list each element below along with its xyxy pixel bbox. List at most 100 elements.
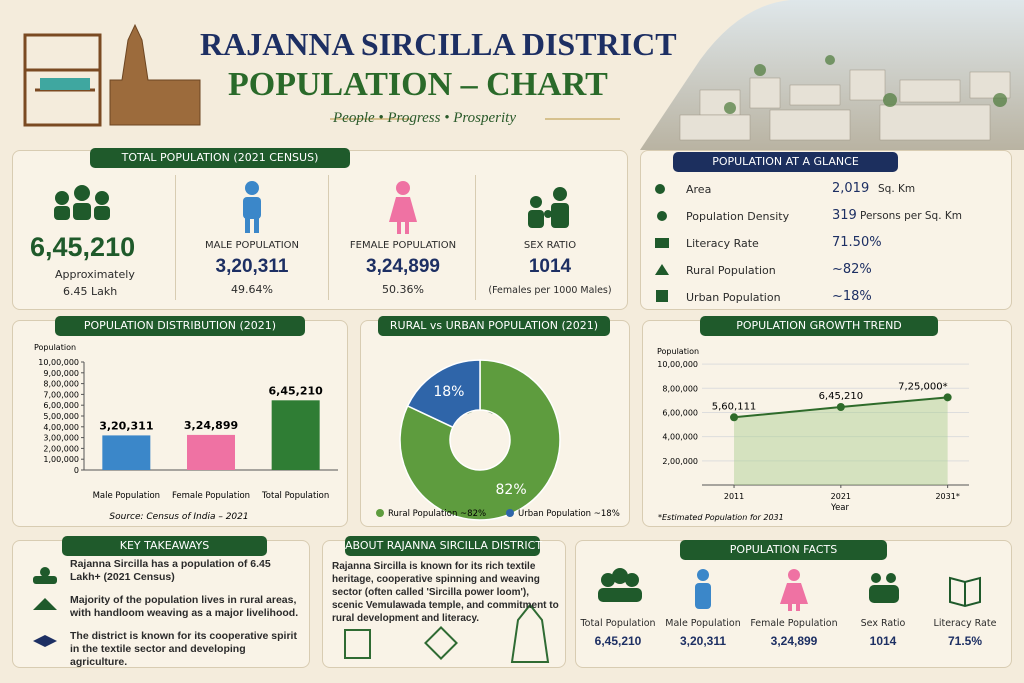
source: Source: Census of India – 2021 xyxy=(109,512,248,522)
takeaways-panel xyxy=(12,540,310,668)
pie-slice xyxy=(399,359,561,521)
fact-label: Literacy Rate xyxy=(933,618,997,629)
value-label: 6,45,210 xyxy=(819,391,864,402)
y-tick-label: 5,00,000 xyxy=(43,412,79,421)
x-tick-label: 2031* xyxy=(935,492,959,501)
fact-value: 3,20,311 xyxy=(679,634,727,648)
takeaway: Majority of the population lives in rura… xyxy=(70,594,299,619)
x-tick-label: 2011 xyxy=(724,492,744,501)
section-title: KEY TAKEAWAYS xyxy=(62,536,267,556)
value-label: 6,45,210 xyxy=(269,384,324,397)
section-title: ABOUT RAJANNA SIRCILLA DISTRICT xyxy=(345,536,542,556)
sex-ratio-note: (Females per 1000 Males) xyxy=(488,285,612,296)
value-label: 7,25,000* xyxy=(898,381,948,392)
glance-value: 2,019 xyxy=(832,181,870,196)
divider xyxy=(328,175,329,300)
title: RAJANNA SIRCILLA DISTRICT xyxy=(200,26,677,62)
note: *Estimated Population for 2031 xyxy=(658,513,784,522)
value-label: 3,24,899 xyxy=(184,419,238,432)
facts-panel xyxy=(575,540,1012,668)
total-panel xyxy=(12,150,628,310)
legend-swatch xyxy=(506,509,514,517)
y-tick-label: 10,00,000 xyxy=(657,360,698,369)
total-note2: 6.45 Lakh xyxy=(63,285,118,298)
bar xyxy=(187,434,235,470)
fact-value: 1014 xyxy=(869,634,897,648)
section-title: RURAL vs URBAN POPULATION (2021) xyxy=(378,316,610,336)
y-tick-label: 4,00,000 xyxy=(43,423,79,432)
glance-unit: Sq. Km xyxy=(878,183,916,195)
y-tick-label: 0 xyxy=(74,466,79,475)
y-tick-label: 7,00,000 xyxy=(43,390,79,399)
fact-label: Male Population xyxy=(665,618,741,629)
legend-label: Urban Population ~18% xyxy=(518,509,620,519)
fact-label: Total Population xyxy=(580,618,656,629)
total-note: Approximately xyxy=(55,268,135,281)
female-label: FEMALE POPULATION xyxy=(349,240,457,251)
section-title: POPULATION AT A GLANCE xyxy=(673,152,898,172)
bar xyxy=(102,435,151,470)
section-title: TOTAL POPULATION (2021 CENSUS) xyxy=(90,148,350,168)
y-tick-label: 10,00,000 xyxy=(38,358,79,367)
takeaway: Rajanna Sircilla has a population of 6.4… xyxy=(70,558,271,583)
header-art xyxy=(23,0,1024,150)
female-share: 50.36% xyxy=(382,283,424,296)
pie-slice xyxy=(406,359,481,429)
point xyxy=(836,402,845,411)
glance-value: ~82% xyxy=(832,262,872,277)
subtitle: POPULATION – CHART xyxy=(228,66,608,103)
fact-label: Sex Ratio xyxy=(860,618,906,629)
glance-value: 319 xyxy=(832,208,857,223)
male-share: 49.64% xyxy=(231,283,273,296)
y-tick-label: 4,00,000 xyxy=(662,433,698,442)
area xyxy=(734,397,948,485)
y-tick-label: 2,00,000 xyxy=(662,457,698,466)
glance-label: Urban Population xyxy=(686,291,781,304)
glance-value: 71.50% xyxy=(832,235,882,250)
sex-ratio-value: 1014 xyxy=(528,256,572,277)
y-tick-label: 6,00,000 xyxy=(43,401,79,410)
divider xyxy=(175,175,176,300)
value-label: 18% xyxy=(433,384,464,400)
legend-swatch xyxy=(376,509,384,517)
y-tick-label: 6,00,000 xyxy=(662,408,698,417)
y-tick-label: 8,00,000 xyxy=(662,384,698,393)
glance-label: Population Density xyxy=(686,210,790,223)
point xyxy=(943,393,952,402)
y-tick-label: 8,00,000 xyxy=(43,380,79,389)
fact-value: 6,45,210 xyxy=(594,634,642,648)
fact-value: 3,24,899 xyxy=(770,634,818,648)
glance-unit: Persons per Sq. Km xyxy=(860,210,962,222)
male-value: 3,20,311 xyxy=(215,256,289,277)
section-title: POPULATION DISTRIBUTION (2021) xyxy=(55,316,305,336)
value-label: 5,60,111 xyxy=(712,401,757,412)
donut-hole xyxy=(451,411,509,469)
legend-label: Rural Population ~82% xyxy=(388,509,486,519)
point xyxy=(730,413,739,422)
x-tick-label: Male Population xyxy=(93,491,161,501)
glance-label: Literacy Rate xyxy=(686,237,759,250)
x-tick-label: Female Population xyxy=(172,491,250,501)
fact-label: Female Population xyxy=(750,618,838,629)
glance-label: Area xyxy=(686,183,712,196)
fact-value: 71.5% xyxy=(947,634,983,648)
glance-value: ~18% xyxy=(832,289,872,304)
tagline: People • Progress • Prosperity xyxy=(333,110,516,126)
y-tick-label: 2,00,000 xyxy=(43,444,79,453)
sex-ratio-label: SEX RATIO xyxy=(523,240,577,251)
chart: Population 2,00,000 4,00,000 6,00,000 8,00,0… xyxy=(657,347,969,522)
y-axis-label: Population xyxy=(657,347,699,356)
total-value: 6,45,210 xyxy=(30,232,136,262)
x-tick-label: Total Population xyxy=(261,491,329,501)
line-panel xyxy=(642,320,1012,527)
section-title: POPULATION GROWTH TREND xyxy=(700,316,938,336)
divider xyxy=(475,175,476,300)
female-value: 3,24,899 xyxy=(366,256,440,277)
value-label: 3,20,311 xyxy=(99,419,153,432)
value-label: 82% xyxy=(496,482,527,498)
y-axis-label: Population xyxy=(34,343,76,352)
y-tick-label: 1,00,000 xyxy=(43,455,79,464)
y-tick-label: 3,00,000 xyxy=(43,434,79,443)
takeaway: The district is known for its cooperativ… xyxy=(70,630,297,668)
